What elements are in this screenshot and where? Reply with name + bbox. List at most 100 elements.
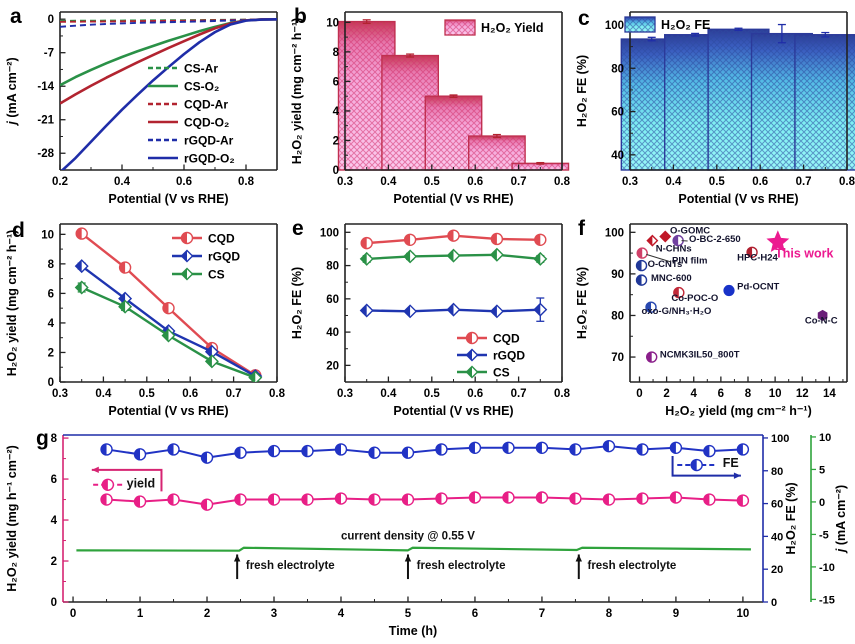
svg-text:6: 6 xyxy=(333,76,339,88)
series-rGQD-O₂ xyxy=(60,17,277,170)
svg-text:fresh electrolyte: fresh electrolyte xyxy=(417,560,506,572)
svg-text:0.7: 0.7 xyxy=(511,176,527,188)
svg-text:H₂O₂ yield (mg cm⁻² h⁻¹): H₂O₂ yield (mg cm⁻² h⁻¹) xyxy=(290,18,304,165)
bars xyxy=(337,19,570,171)
series-FE xyxy=(100,439,750,464)
svg-text:0.4: 0.4 xyxy=(380,176,397,188)
svg-text:0: 0 xyxy=(636,388,642,400)
svg-text:This work: This work xyxy=(775,246,833,260)
svg-text:0.3: 0.3 xyxy=(622,176,638,188)
svg-text:NCMK3IL50_800T: NCMK3IL50_800T xyxy=(660,349,740,360)
svg-text:90: 90 xyxy=(611,269,624,281)
svg-text:current density @ 0.55 V: current density @ 0.55 V xyxy=(341,531,475,543)
svg-text:-5: -5 xyxy=(819,529,829,541)
point-MNC-600: MNC-600 xyxy=(635,273,692,286)
svg-text:0.7: 0.7 xyxy=(226,388,242,400)
axes: 0.3 0.4 0.5 0.6 0.7 0.8 40 60 80 100 xyxy=(605,11,855,188)
svg-text:1: 1 xyxy=(137,608,144,620)
svg-text:rGQD-Ar: rGQD-Ar xyxy=(184,134,234,148)
svg-text:0.5: 0.5 xyxy=(424,388,441,400)
svg-text:fresh electrolyte: fresh electrolyte xyxy=(246,560,335,572)
svg-text:0.6: 0.6 xyxy=(176,176,192,188)
svg-text:0: 0 xyxy=(51,597,57,609)
axes: 0 2 4 6 8 10 12 14 70 80 90 100 xyxy=(605,223,848,400)
point-O-BC-2-650: O-BC-2-650 xyxy=(672,234,741,247)
point-This work: This work xyxy=(766,230,834,260)
svg-text:4: 4 xyxy=(51,515,58,527)
svg-text:8: 8 xyxy=(333,47,340,59)
svg-text:-15: -15 xyxy=(819,594,835,606)
svg-text:CQD: CQD xyxy=(493,332,520,346)
svg-text:CS-O₂: CS-O₂ xyxy=(184,80,219,94)
panel-d-label: d xyxy=(12,219,25,242)
svg-text:0.7: 0.7 xyxy=(511,388,527,400)
svg-text:-14: -14 xyxy=(37,81,54,93)
svg-text:H₂O₂ yield (mg cm⁻² h⁻¹): H₂O₂ yield (mg cm⁻² h⁻¹) xyxy=(5,230,19,377)
legend-b: H₂O₂ Yield xyxy=(444,19,544,36)
svg-text:-7: -7 xyxy=(44,48,54,60)
svg-text:Co-POC-O: Co-POC-O xyxy=(671,293,718,304)
svg-text:70: 70 xyxy=(611,352,624,364)
svg-text:Potential (V vs RHE): Potential (V vs RHE) xyxy=(393,404,513,418)
svg-text:rGQD: rGQD xyxy=(493,349,525,363)
point-O-GOMC: O-GOMC xyxy=(659,226,710,243)
series-CS xyxy=(74,280,263,382)
point-Co-POC-O: Co-POC-O xyxy=(671,286,718,304)
svg-text:4: 4 xyxy=(333,106,340,118)
svg-text:0.4: 0.4 xyxy=(380,388,397,400)
svg-text:80: 80 xyxy=(611,63,624,75)
svg-text:0.8: 0.8 xyxy=(269,388,285,400)
svg-text:-28: -28 xyxy=(37,148,54,160)
svg-text:9: 9 xyxy=(673,608,679,620)
panel-e-label: e xyxy=(292,217,304,240)
svg-text:j (mA cm⁻²): j (mA cm⁻²) xyxy=(834,485,848,554)
panel-c-label: c xyxy=(578,7,590,30)
svg-text:100: 100 xyxy=(771,433,789,445)
point-oxo-G/NH₃·H₂O: oxo-G/NH₃·H₂O xyxy=(642,301,712,317)
svg-text:rGQD: rGQD xyxy=(208,250,240,264)
svg-text:H₂O₂ FE: H₂O₂ FE xyxy=(661,18,710,32)
svg-text:Potential (V vs RHE): Potential (V vs RHE) xyxy=(393,192,513,206)
panel-b-chart: 0.3 0.4 0.5 0.6 0.7 0.8 0 2 4 6 8 10 H₂O₂ Yield Poten… xyxy=(290,11,570,206)
svg-text:H₂O₂ Yield: H₂O₂ Yield xyxy=(481,21,544,35)
panel-a-label: a xyxy=(10,5,22,28)
legend-d: CQD rGQD CS xyxy=(172,232,240,282)
svg-text:80: 80 xyxy=(326,261,339,273)
svg-text:6: 6 xyxy=(718,388,724,400)
svg-text:10: 10 xyxy=(737,608,750,620)
svg-text:oxo-G/NH₃·H₂O: oxo-G/NH₃·H₂O xyxy=(642,306,712,317)
svg-text:0.4: 0.4 xyxy=(665,176,682,188)
svg-text:Potential (V vs RHE): Potential (V vs RHE) xyxy=(678,192,798,206)
svg-text:0.7: 0.7 xyxy=(796,176,812,188)
series-CQD xyxy=(360,229,547,250)
svg-text:FE: FE xyxy=(723,456,739,470)
svg-text:CQD: CQD xyxy=(208,232,235,246)
svg-text:0.5: 0.5 xyxy=(424,176,441,188)
svg-text:H₂O₂ yield (mg cm⁻² h⁻¹): H₂O₂ yield (mg cm⁻² h⁻¹) xyxy=(665,404,812,418)
svg-text:CQD-Ar: CQD-Ar xyxy=(184,98,228,112)
svg-text:O-BC-2-650: O-BC-2-650 xyxy=(689,234,741,245)
svg-text:rGQD-O₂: rGQD-O₂ xyxy=(184,152,235,166)
svg-text:80: 80 xyxy=(611,310,624,322)
svg-text:4: 4 xyxy=(48,318,55,330)
panel-g-label: g xyxy=(36,427,49,450)
svg-text:2: 2 xyxy=(51,556,57,568)
svg-text:0.3: 0.3 xyxy=(52,388,68,400)
svg-text:0.6: 0.6 xyxy=(467,388,483,400)
svg-text:3: 3 xyxy=(271,608,277,620)
panel-b-label: b xyxy=(294,5,307,28)
svg-text:0: 0 xyxy=(48,14,54,26)
svg-text:H₂O₂ FE (%): H₂O₂ FE (%) xyxy=(290,267,304,339)
svg-text:4: 4 xyxy=(338,608,345,620)
point-NCMK3IL50_800T: NCMK3IL50_800T xyxy=(645,349,740,363)
svg-text:0.5: 0.5 xyxy=(709,176,726,188)
svg-text:O-GOMC: O-GOMC xyxy=(670,226,710,237)
series-CQD-O₂ xyxy=(60,17,277,105)
point-Pd-OCNT: Pd-OCNT xyxy=(723,281,780,297)
svg-text:0.8: 0.8 xyxy=(839,176,855,188)
svg-text:80: 80 xyxy=(771,466,783,478)
panel-d-chart: 0.3 0.4 0.5 0.6 0.7 0.8 0 2 4 6 8 10 CQD rGQD CS Potent… xyxy=(5,223,285,418)
point-HPC-H24: HPC-H24 xyxy=(737,246,779,264)
